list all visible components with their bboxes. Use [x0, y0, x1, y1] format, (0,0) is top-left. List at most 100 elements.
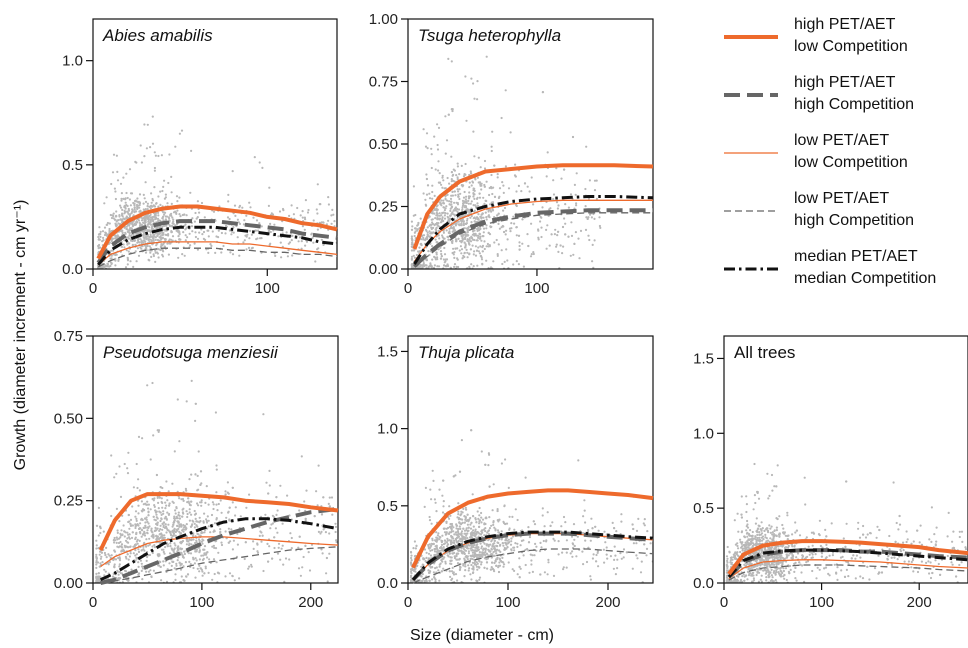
- series-line-low-high: [97, 247, 338, 268]
- scatter-point: [470, 563, 473, 567]
- scatter-point: [168, 552, 172, 555]
- scatter-point: [456, 562, 460, 565]
- scatter-point: [199, 470, 203, 473]
- scatter-point: [264, 513, 267, 516]
- scatter-point: [517, 263, 521, 266]
- scatter-point: [198, 570, 201, 573]
- scatter-point: [514, 542, 517, 545]
- scatter-point: [168, 217, 171, 220]
- scatter-point: [231, 253, 235, 256]
- scatter-point: [266, 542, 269, 546]
- scatter-point: [177, 520, 180, 523]
- scatter-point: [424, 238, 427, 242]
- scatter-point: [431, 537, 434, 540]
- scatter-point: [460, 532, 463, 535]
- scatter-point: [439, 221, 443, 224]
- scatter-point: [148, 245, 151, 248]
- scatter-point: [128, 234, 131, 237]
- panel-title: Pseudotsuga menziesii: [103, 343, 279, 362]
- scatter-point: [502, 565, 505, 568]
- scatter-point: [180, 575, 183, 578]
- scatter-point: [439, 246, 442, 249]
- scatter-point: [430, 153, 433, 156]
- scatter-point: [217, 236, 220, 239]
- scatter-point: [118, 465, 121, 468]
- scatter-point: [287, 242, 290, 245]
- scatter-point: [513, 528, 516, 531]
- scatter-point: [577, 237, 580, 240]
- scatter-point: [503, 505, 506, 508]
- scatter-point: [202, 557, 205, 561]
- scatter-point: [172, 530, 176, 533]
- scatter-point: [152, 569, 155, 572]
- scatter-point: [497, 520, 500, 523]
- scatter-point: [549, 207, 552, 210]
- scatter-point: [178, 233, 181, 236]
- scatter-point: [154, 249, 157, 252]
- scatter-point: [131, 239, 134, 243]
- scatter-point: [565, 551, 568, 554]
- scatter-point: [449, 514, 452, 517]
- scatter-point: [493, 542, 496, 545]
- scatter-point: [153, 186, 156, 189]
- scatter-point: [127, 579, 130, 582]
- scatter-point: [488, 193, 491, 197]
- scatter-point: [425, 551, 428, 554]
- scatter-point: [620, 520, 623, 523]
- scatter-point: [473, 97, 476, 100]
- scatter-point: [164, 501, 167, 504]
- scatter-point: [258, 161, 261, 164]
- scatter-point: [171, 235, 175, 238]
- scatter-point: [477, 246, 480, 249]
- scatter-point: [470, 214, 473, 218]
- scatter-point: [431, 184, 434, 187]
- scatter-point: [128, 168, 132, 171]
- scatter-point: [118, 215, 121, 218]
- scatter-point: [473, 250, 476, 253]
- scatter-point: [130, 568, 133, 571]
- scatter-point: [454, 209, 457, 212]
- scatter-point: [119, 206, 123, 209]
- scatter-point: [426, 147, 429, 150]
- scatter-point: [581, 550, 584, 553]
- scatter-point: [436, 265, 439, 268]
- scatter-point: [129, 227, 132, 231]
- scatter-point: [503, 206, 507, 210]
- scatter-point: [128, 242, 131, 245]
- scatter-point: [482, 231, 485, 234]
- scatter-point: [482, 235, 485, 238]
- scatter-point: [127, 207, 130, 211]
- scatter-point: [152, 533, 155, 536]
- scatter-point: [434, 217, 437, 220]
- scatter-point: [133, 206, 136, 209]
- scatter-point: [589, 575, 592, 578]
- scatter-point: [450, 171, 453, 174]
- scatter-point: [418, 266, 421, 269]
- scatter-point: [137, 435, 141, 438]
- scatter-point: [112, 212, 115, 215]
- scatter-point: [478, 566, 481, 569]
- scatter-point: [146, 531, 149, 534]
- scatter-point: [245, 248, 248, 251]
- scatter-point: [168, 502, 171, 505]
- scatter-point: [304, 218, 307, 221]
- scatter-point: [540, 216, 543, 219]
- scatter-point: [444, 115, 447, 118]
- scatter-point: [469, 248, 472, 251]
- scatter-point: [588, 238, 591, 242]
- scatter-point: [301, 566, 304, 569]
- scatter-point: [157, 214, 160, 217]
- scatter-point: [197, 488, 200, 491]
- scatter-point: [186, 515, 189, 519]
- scatter-point: [97, 575, 100, 578]
- scatter-point: [137, 524, 140, 527]
- scatter-point: [450, 212, 453, 215]
- scatter-point: [146, 123, 149, 126]
- scatter-point: [434, 238, 437, 241]
- scatter-point: [546, 151, 549, 154]
- scatter-point: [477, 234, 480, 237]
- scatter-point: [97, 547, 100, 550]
- scatter-point: [103, 551, 106, 555]
- scatter-point: [515, 260, 518, 263]
- scatter-point: [103, 226, 107, 229]
